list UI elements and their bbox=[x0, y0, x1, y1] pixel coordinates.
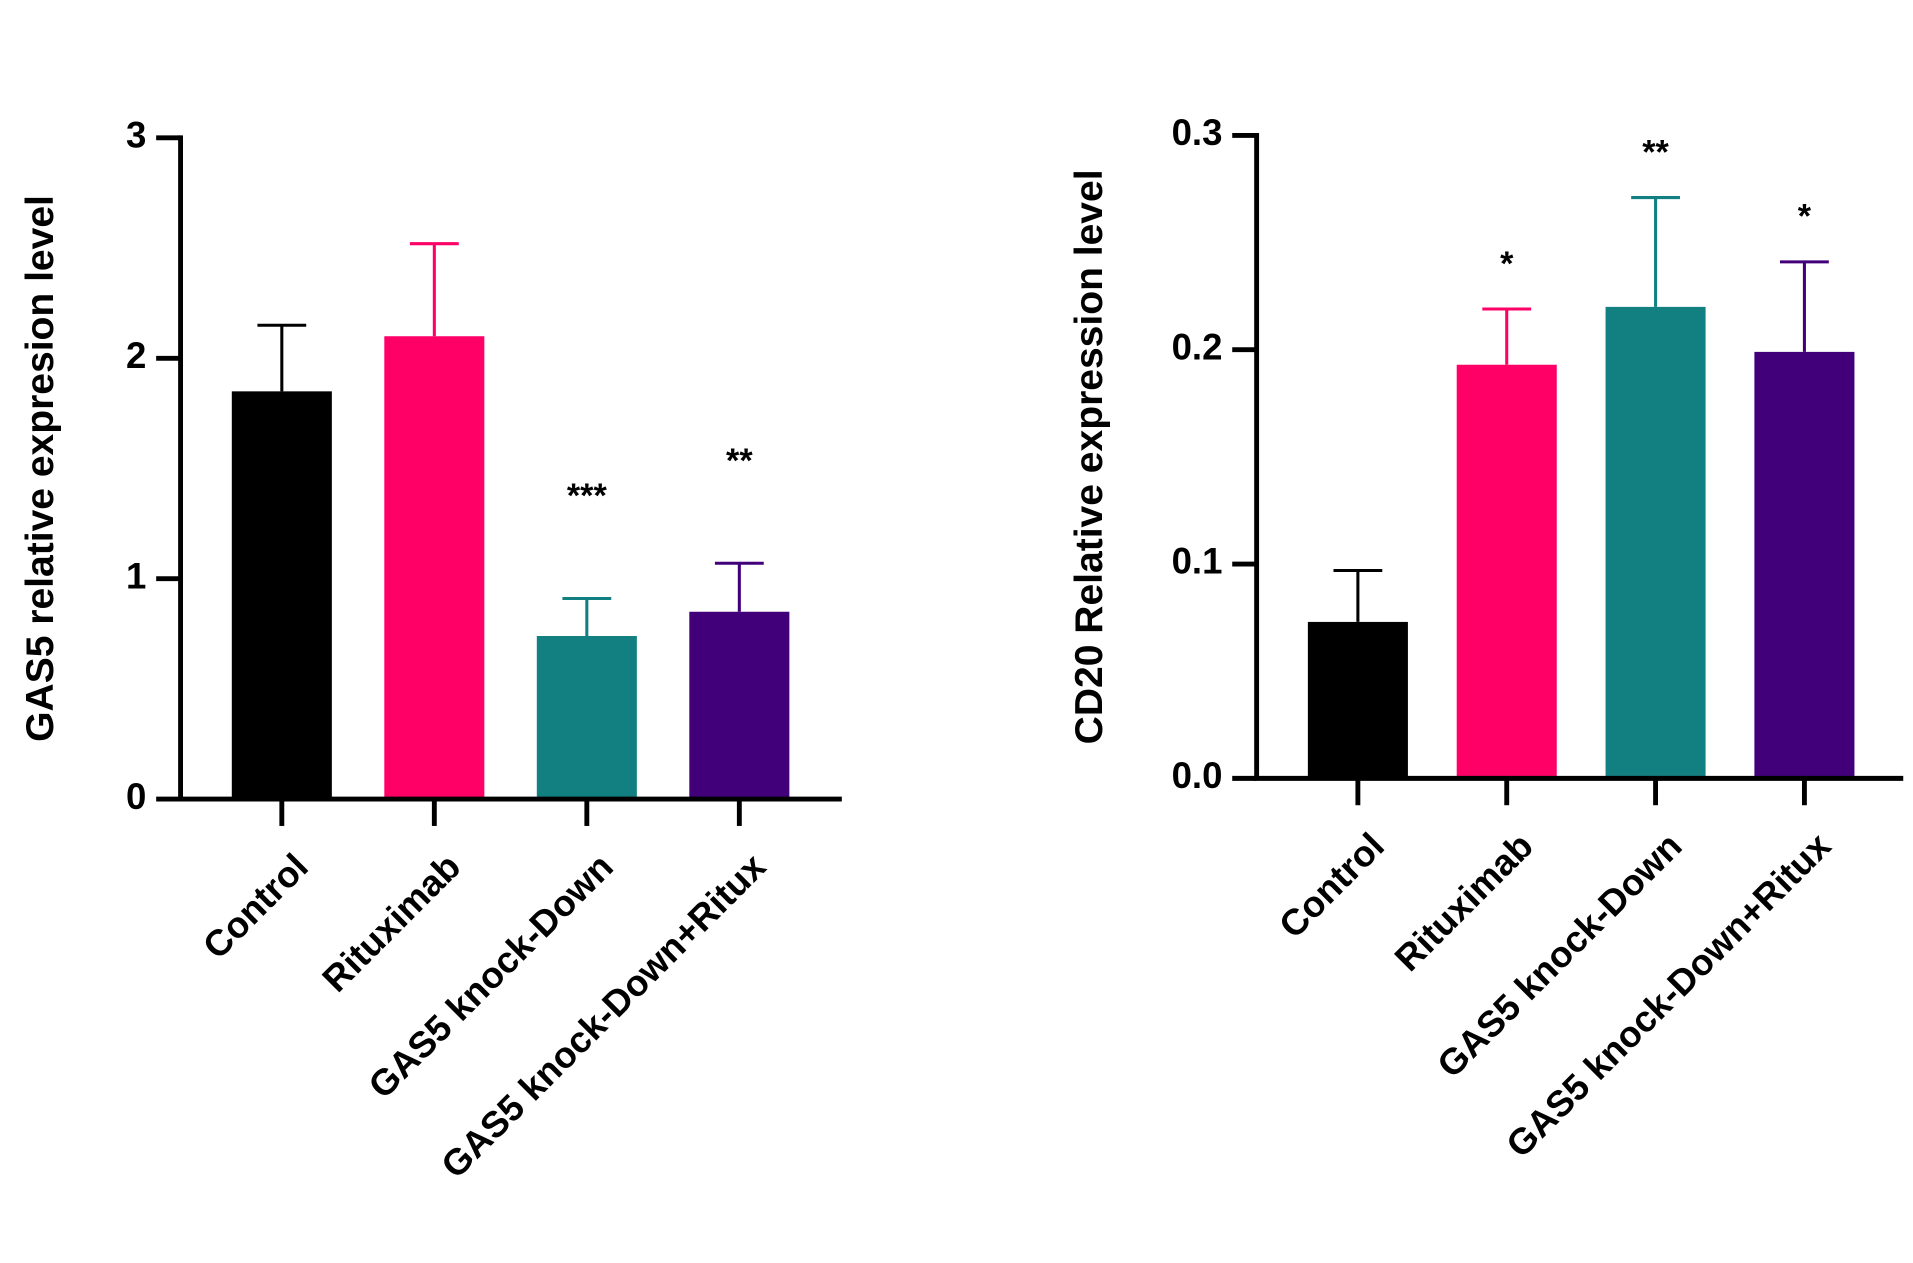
y-tick-label: 0.1 bbox=[1172, 541, 1223, 582]
error-bar bbox=[257, 323, 307, 392]
significance-label: ** bbox=[1642, 133, 1669, 171]
y-axis-label: GAS5 relative expresion level bbox=[19, 195, 62, 742]
error-bar bbox=[562, 597, 612, 637]
error-bar bbox=[1780, 260, 1829, 352]
bar bbox=[689, 611, 790, 800]
significance-label: * bbox=[1798, 198, 1812, 236]
significance-label: * bbox=[1500, 245, 1514, 283]
significance-label: ** bbox=[726, 442, 753, 480]
bar bbox=[1605, 306, 1706, 779]
axes bbox=[1254, 132, 1904, 781]
error-bar bbox=[1482, 307, 1532, 365]
x-tick-label: GAS5 knock-Down+Ritux bbox=[433, 845, 774, 1186]
x-tick-label: GAS5 knock-Down bbox=[1429, 825, 1689, 1085]
bar bbox=[231, 391, 332, 800]
y-tick-label: 0.2 bbox=[1172, 326, 1223, 367]
error-bar bbox=[409, 242, 459, 337]
error-bar bbox=[1631, 196, 1680, 307]
y-axis-label: CD20 Relative expression level bbox=[1068, 169, 1111, 744]
y-tick-label: 3 bbox=[126, 115, 146, 156]
x-tick-label: Control bbox=[195, 846, 316, 967]
error-bar bbox=[714, 561, 764, 612]
error-bar bbox=[1333, 568, 1383, 622]
y-tick-label: 0 bbox=[126, 776, 146, 817]
axes bbox=[178, 135, 842, 802]
bar bbox=[384, 336, 485, 800]
y-tick-label: 1 bbox=[126, 555, 146, 596]
bar bbox=[1754, 351, 1855, 779]
bar bbox=[536, 636, 637, 800]
significance-label: *** bbox=[567, 477, 608, 515]
x-tick-label: GAS5 knock-Down+Ritux bbox=[1498, 824, 1839, 1165]
bar bbox=[1456, 364, 1557, 779]
y-tick-label: 0.0 bbox=[1172, 755, 1223, 796]
x-tick-label: Rituximab bbox=[314, 846, 468, 1000]
y-tick-label: 2 bbox=[126, 335, 146, 376]
x-tick-label: Rituximab bbox=[1387, 825, 1541, 979]
y-tick-label: 0.3 bbox=[1172, 112, 1223, 153]
bar bbox=[1307, 621, 1408, 779]
x-tick-label: Control bbox=[1271, 825, 1392, 946]
